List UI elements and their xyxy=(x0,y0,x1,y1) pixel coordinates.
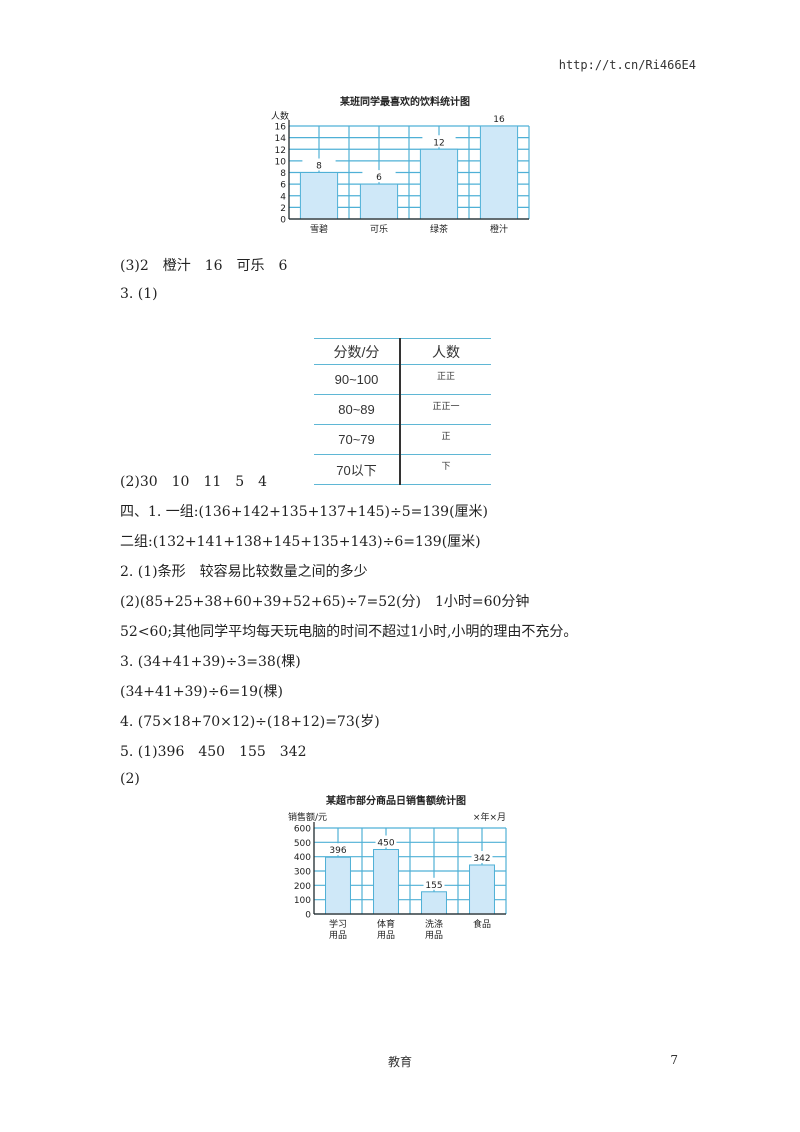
y-tick-label: 500 xyxy=(294,839,311,849)
data-label-bg xyxy=(327,843,349,856)
table-row: 70以下 下 xyxy=(314,454,491,485)
data-label-bg xyxy=(422,135,456,148)
y-tick-label: 6 xyxy=(280,181,286,191)
x-tick-label: 用品 xyxy=(329,930,347,941)
footer-text: 教育 xyxy=(387,1055,412,1069)
data-label: 342 xyxy=(473,854,490,864)
data-label: 396 xyxy=(329,846,346,856)
table-cell: 80~89 xyxy=(314,394,401,425)
y-tick-label: 16 xyxy=(275,123,287,133)
data-label-bg xyxy=(482,112,516,124)
data-label-bg xyxy=(471,850,493,863)
x-tick-label: 可乐 xyxy=(370,223,388,235)
answer-line: 52<60;其他同学平均每天玩电脑的时间不超过1小时,小明的理由不充分。 xyxy=(120,624,578,640)
y-tick-label: 600 xyxy=(294,825,311,835)
data-label: 16 xyxy=(493,115,505,125)
tally-cell: 下 xyxy=(400,454,491,485)
table-cell: 70以下 xyxy=(314,454,401,485)
chart-title: 某超市部分商品日销售额统计图 xyxy=(326,794,466,807)
page-number: 7 xyxy=(670,1053,678,1067)
bar xyxy=(359,183,399,220)
answer-line: 3. (34+41+39)÷3=38(棵) xyxy=(120,654,301,670)
bar xyxy=(469,864,495,915)
score-tally-table: 分数/分 人数 90~100 正正 80~89 正正一 70~79 正 70以下… xyxy=(314,338,491,485)
answer-line: (2)(85+25+38+60+39+52+65)÷7=52(分) 1小时=60… xyxy=(120,594,530,610)
data-label-bg xyxy=(423,877,445,890)
answer-line: (34+41+39)÷6=19(棵) xyxy=(120,684,283,700)
answer-line: 5. (1)396 450 155 342 xyxy=(120,744,307,760)
x-tick-label: 食品 xyxy=(473,918,491,930)
answer-line: 2. (1)条形 较容易比较数量之间的多少 xyxy=(120,564,368,580)
drink-preference-chart: 某班同学最喜欢的饮料统计图人数02468101214168雪碧6可乐12绿茶16… xyxy=(271,95,530,235)
data-label: 8 xyxy=(316,162,322,172)
data-label: 155 xyxy=(425,881,442,891)
bar xyxy=(325,856,351,915)
y-tick-label: 300 xyxy=(294,868,311,878)
table-row: 90~100 正正 xyxy=(314,364,491,395)
data-label: 12 xyxy=(433,138,444,148)
answer-line: 二组:(132+141+138+145+135+143)÷6=139(厘米) xyxy=(120,534,481,550)
tally-cell: 正 xyxy=(400,424,491,455)
data-label: 6 xyxy=(376,173,382,183)
x-tick-label: 用品 xyxy=(377,930,395,941)
x-tick-label: 体育 xyxy=(377,918,395,930)
data-label-bg xyxy=(362,170,396,183)
y-tick-label: 2 xyxy=(280,204,286,214)
tally-cell: 正正 xyxy=(400,364,491,395)
bar xyxy=(421,891,447,915)
bar xyxy=(479,125,519,220)
table-row: 70~79 正 xyxy=(314,424,491,455)
y-tick-label: 4 xyxy=(280,192,286,202)
data-label: 450 xyxy=(377,839,394,849)
x-tick-label: 雪碧 xyxy=(310,223,328,235)
y-tick-label: 0 xyxy=(305,911,311,921)
bar xyxy=(419,148,459,220)
y-axis-label: 人数 xyxy=(271,110,289,122)
date-label: ×年×月 xyxy=(473,811,506,823)
bar xyxy=(373,849,399,915)
source-url: http://t.cn/Ri466E4 xyxy=(558,58,696,72)
table-header-row: 分数/分 人数 xyxy=(314,338,491,365)
data-label-bg xyxy=(302,158,336,171)
answer-line: 四、1. 一组:(136+142+135+137+145)÷5=139(厘米) xyxy=(120,504,488,520)
y-tick-label: 400 xyxy=(294,853,311,863)
x-tick-label: 用品 xyxy=(425,930,443,941)
x-tick-label: 绿茶 xyxy=(430,223,448,235)
table-cell: 70~79 xyxy=(314,424,401,455)
answer-line: (2)30 10 11 5 4 xyxy=(120,474,268,490)
y-axis-label: 销售额/元 xyxy=(288,811,327,823)
table-header-cell: 分数/分 xyxy=(314,338,401,365)
table-row: 80~89 正正一 xyxy=(314,394,491,425)
table-header-cell: 人数 xyxy=(400,338,491,365)
tally-cell: 正正一 xyxy=(400,394,491,425)
x-tick-label: 学习 xyxy=(329,918,347,930)
answer-line: (2) xyxy=(120,771,140,787)
y-tick-label: 0 xyxy=(280,216,286,226)
bar xyxy=(299,172,339,220)
answer-line: (3)2 橙汁 16 可乐 6 xyxy=(120,258,288,274)
y-tick-label: 10 xyxy=(275,157,287,167)
x-tick-label: 洗涤 xyxy=(425,918,443,930)
chart-title: 某班同学最喜欢的饮料统计图 xyxy=(340,95,470,108)
y-tick-label: 200 xyxy=(294,882,311,892)
y-tick-label: 14 xyxy=(275,134,287,144)
table-cell: 90~100 xyxy=(314,364,401,395)
answer-line: 4. (75×18+70×12)÷(18+12)=73(岁) xyxy=(120,714,380,730)
answer-line: 3. (1) xyxy=(120,286,158,302)
data-label-bg xyxy=(375,835,397,848)
x-tick-label: 橙汁 xyxy=(490,223,508,235)
y-tick-label: 12 xyxy=(275,146,286,156)
y-tick-label: 100 xyxy=(294,896,311,906)
y-tick-label: 8 xyxy=(280,169,286,179)
